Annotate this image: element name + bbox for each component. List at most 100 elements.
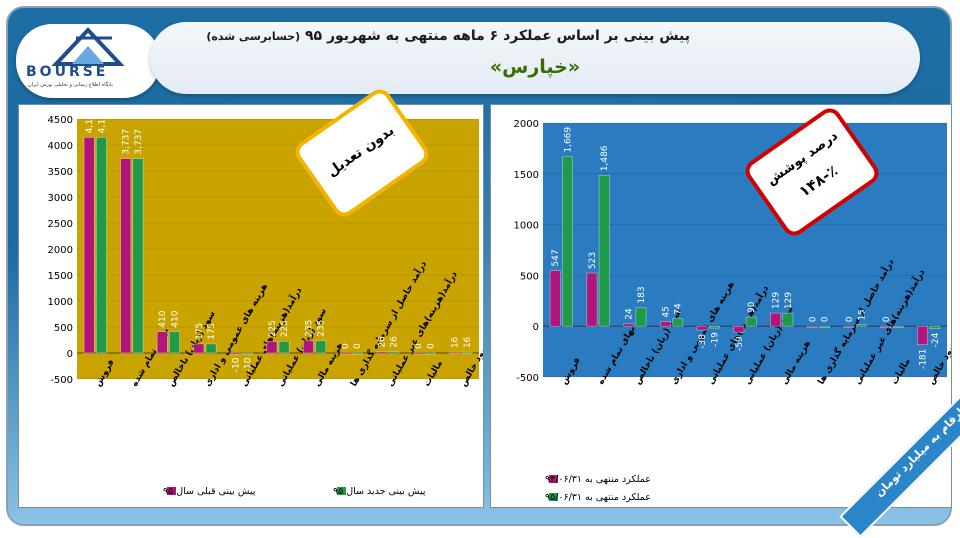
data-label: 45 bbox=[661, 306, 671, 317]
bar bbox=[708, 325, 720, 329]
data-label: 1,486 bbox=[600, 145, 610, 171]
data-label: 225 bbox=[280, 320, 290, 337]
bar bbox=[95, 137, 107, 354]
y-tick-label: 3000 bbox=[48, 193, 73, 204]
bar bbox=[929, 325, 941, 329]
data-label: 90 bbox=[747, 301, 757, 313]
bar bbox=[672, 318, 684, 327]
legend-swatch bbox=[167, 487, 176, 495]
y-tick-label: 3500 bbox=[48, 167, 73, 178]
company-name: «خپارس» bbox=[489, 56, 581, 78]
bar bbox=[242, 352, 253, 355]
data-label: -59 bbox=[735, 336, 745, 351]
bar bbox=[892, 325, 904, 328]
data-label: -181 bbox=[918, 349, 928, 369]
bar bbox=[449, 351, 461, 354]
y-tick-label: -500 bbox=[50, 375, 73, 386]
data-label: 26 bbox=[390, 336, 400, 348]
y-tick-label: 500 bbox=[54, 323, 73, 334]
data-label: -19 bbox=[710, 332, 720, 347]
bar bbox=[855, 324, 867, 327]
data-label: 0 bbox=[845, 316, 855, 322]
data-label: 0 bbox=[821, 316, 831, 322]
y-tick-label: 0 bbox=[67, 349, 73, 360]
data-label: 16 bbox=[463, 336, 473, 348]
y-tick-label: 1500 bbox=[514, 170, 539, 181]
data-label: -38 bbox=[698, 334, 708, 349]
data-label: 1,669 bbox=[564, 127, 574, 153]
data-label: -10 bbox=[244, 357, 254, 372]
legend-entry: عملکرد منتهی به ۹۴/۰۶/۳۱ bbox=[545, 474, 651, 485]
bar bbox=[205, 343, 217, 354]
data-label: 547 bbox=[551, 249, 561, 266]
bar bbox=[733, 325, 745, 333]
legend-swatch bbox=[337, 487, 346, 495]
data-label: -24 bbox=[931, 332, 941, 347]
data-label: 15 bbox=[857, 309, 867, 320]
legend-entry: عملکرد منتهی به ۹۵/۰۶/۳۱ bbox=[545, 492, 651, 503]
bar bbox=[819, 325, 831, 328]
bar bbox=[315, 340, 327, 354]
bar bbox=[917, 325, 928, 345]
data-label: 523 bbox=[588, 252, 598, 269]
bar bbox=[156, 331, 168, 354]
page-title: پیش بینی بر اساس عملکرد ۶ ماهه منتهی به … bbox=[206, 28, 690, 44]
right-chart: -50005001000150020005471,669فروش5231,486… bbox=[514, 119, 960, 503]
bar bbox=[132, 158, 144, 354]
bar bbox=[169, 331, 180, 354]
bar bbox=[424, 352, 436, 355]
bar bbox=[843, 325, 855, 328]
y-tick-label: 0 bbox=[533, 322, 539, 333]
y-tick-label: 2000 bbox=[514, 119, 539, 130]
bar bbox=[770, 312, 782, 327]
data-label: 0 bbox=[414, 343, 424, 349]
y-tick-label: 4000 bbox=[48, 141, 73, 152]
data-label: 0 bbox=[341, 343, 351, 349]
y-tick-label: 2500 bbox=[48, 219, 73, 230]
left-chart: -500 0 500 1000 1500 2000 2500 3000 3500 4000 4500… bbox=[48, 108, 492, 497]
bar bbox=[586, 272, 598, 327]
bar bbox=[376, 351, 387, 354]
bar bbox=[278, 341, 290, 354]
data-label: 0 bbox=[426, 343, 436, 349]
data-label: 0 bbox=[808, 316, 818, 322]
y-tick-label: 1000 bbox=[48, 297, 73, 308]
data-label: 0 bbox=[353, 343, 363, 349]
logo-tagline: پایگاه اطلاع رسانی و تحلیلی بورس ایران bbox=[28, 82, 113, 88]
data-label: 129 bbox=[784, 292, 794, 309]
data-label: 175 bbox=[195, 323, 205, 340]
plot-area bbox=[543, 123, 947, 377]
bar bbox=[266, 341, 278, 354]
bar bbox=[562, 156, 573, 327]
bar bbox=[461, 351, 473, 354]
data-label: 410 bbox=[170, 310, 180, 327]
y-tick-label: 2000 bbox=[48, 245, 73, 256]
data-label: 4,147 bbox=[85, 108, 95, 134]
y-tick-label: 4500 bbox=[48, 115, 73, 126]
title-text: پیش بینی بر اساس عملکرد ۶ ماهه منتهی به … bbox=[305, 28, 690, 44]
title-note: (حسابرسی شده) bbox=[206, 30, 301, 43]
bar bbox=[623, 323, 635, 327]
bar bbox=[549, 270, 561, 327]
data-label: 0 bbox=[882, 316, 892, 322]
bar bbox=[229, 352, 241, 355]
y-tick-label: 1000 bbox=[514, 221, 539, 232]
left-chart-panel: -500 0 500 1000 1500 2000 2500 3000 3500 4000 4500… bbox=[18, 104, 492, 508]
y-tick-label: 500 bbox=[520, 271, 539, 282]
bar bbox=[696, 325, 708, 331]
data-label: 16 bbox=[451, 336, 461, 348]
legend-entry: پیش بینی قبلی سال ۹۵ bbox=[163, 486, 256, 497]
data-label: 410 bbox=[158, 310, 168, 327]
data-label: 4,147 bbox=[97, 108, 107, 134]
bar bbox=[339, 352, 351, 355]
data-label: 183 bbox=[637, 286, 647, 303]
bar bbox=[83, 137, 95, 354]
data-label: 235 bbox=[304, 320, 314, 337]
data-label: 175 bbox=[207, 323, 217, 340]
logo-word: BOURSE bbox=[26, 64, 109, 80]
logo-mark-icon bbox=[51, 27, 125, 66]
y-tick-label: 1500 bbox=[48, 271, 73, 282]
bar bbox=[659, 321, 671, 327]
bar bbox=[351, 352, 363, 355]
bar bbox=[635, 307, 647, 327]
